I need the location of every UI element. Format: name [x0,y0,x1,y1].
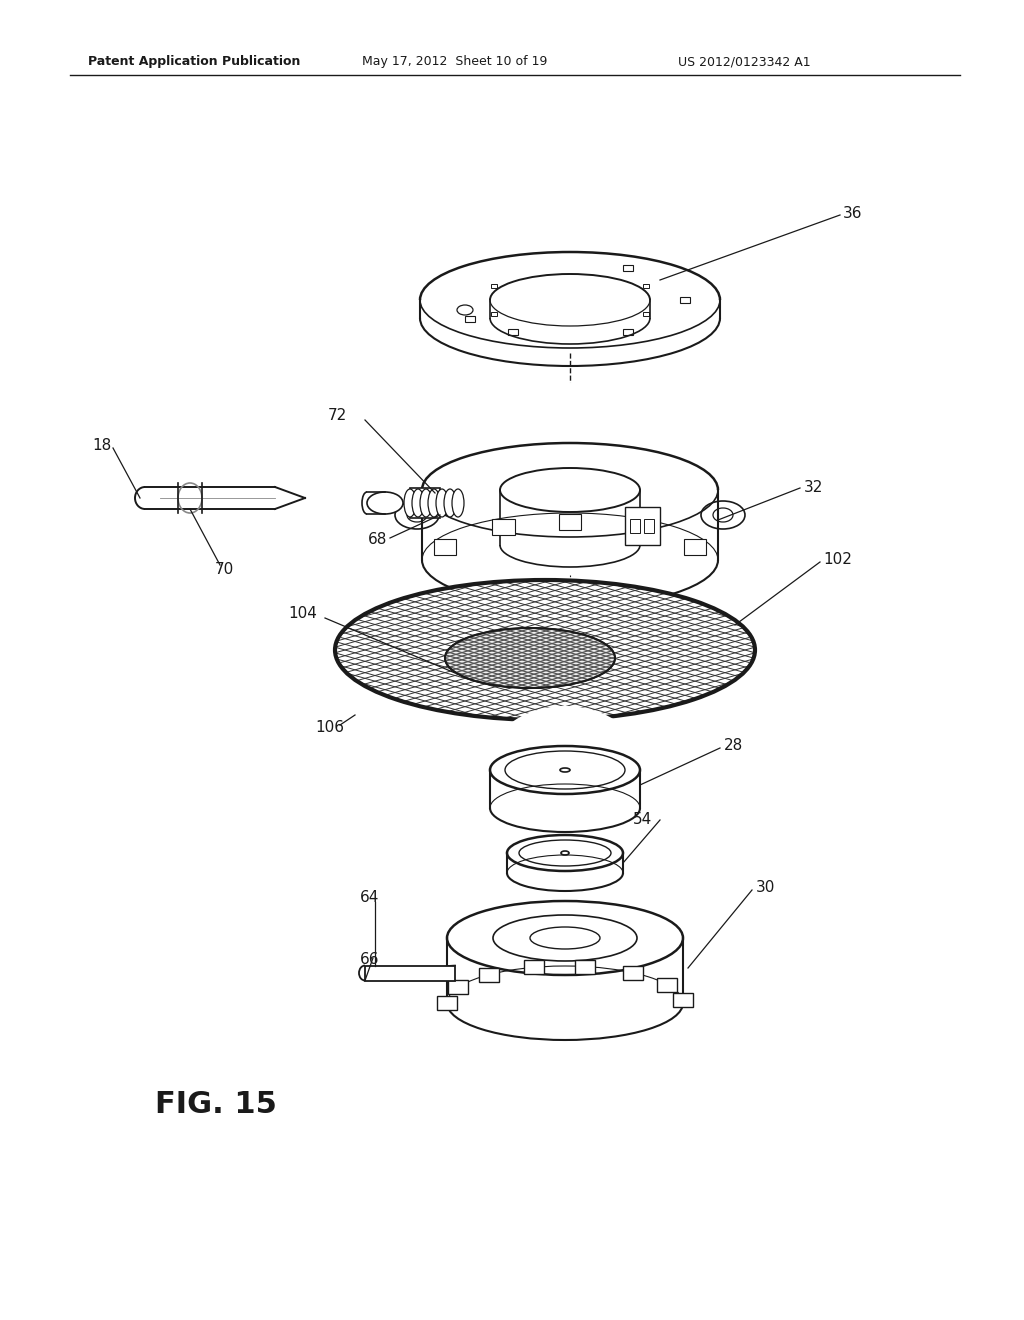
Bar [644,519,654,533]
Bar [575,960,596,974]
Ellipse shape [412,488,424,517]
Bar [626,520,647,536]
Text: Patent Application Publication: Patent Application Publication [88,55,300,69]
Ellipse shape [485,706,645,834]
Bar [365,965,455,981]
Ellipse shape [420,252,720,348]
Bar [684,539,706,556]
Text: 30: 30 [756,880,775,895]
Text: 106: 106 [315,721,344,735]
Bar [145,487,275,510]
Bar [657,978,677,991]
Bar [437,997,457,1010]
Bar [643,313,649,317]
Text: 54: 54 [633,812,652,826]
Text: May 17, 2012  Sheet 10 of 19: May 17, 2012 Sheet 10 of 19 [362,55,548,69]
Bar [559,515,581,531]
Text: 104: 104 [288,606,316,622]
Ellipse shape [452,488,464,517]
Ellipse shape [335,579,755,719]
Text: US 2012/0123342 A1: US 2012/0123342 A1 [678,55,811,69]
Ellipse shape [404,488,416,517]
Text: 36: 36 [843,206,862,220]
Bar [643,284,649,288]
Text: 64: 64 [360,891,379,906]
Ellipse shape [428,488,440,517]
Ellipse shape [444,488,456,517]
Bar [508,329,517,335]
Text: 72: 72 [328,408,347,424]
Bar [490,313,497,317]
Text: FIG. 15: FIG. 15 [155,1090,276,1119]
Bar [524,960,545,974]
Text: 70: 70 [215,562,234,578]
Ellipse shape [445,628,615,688]
Text: 102: 102 [823,553,852,568]
Bar [434,539,456,556]
Ellipse shape [422,383,718,597]
Ellipse shape [502,805,628,902]
Bar [680,297,690,304]
Bar [625,507,660,545]
Bar [410,488,440,517]
Text: 68: 68 [368,532,387,548]
Bar [449,981,468,994]
Ellipse shape [420,488,432,517]
Text: 18: 18 [92,438,112,454]
Bar [479,968,499,982]
Bar [465,315,475,322]
Bar [493,520,514,536]
Bar [630,519,640,533]
Bar [623,329,633,335]
Bar [490,284,497,288]
Bar [623,265,633,271]
Text: 32: 32 [804,479,823,495]
Text: 66: 66 [360,953,380,968]
Ellipse shape [436,488,449,517]
Ellipse shape [427,821,703,1055]
Text: 28: 28 [724,738,743,754]
Ellipse shape [367,492,403,513]
Bar [673,993,692,1007]
Bar [623,966,643,979]
